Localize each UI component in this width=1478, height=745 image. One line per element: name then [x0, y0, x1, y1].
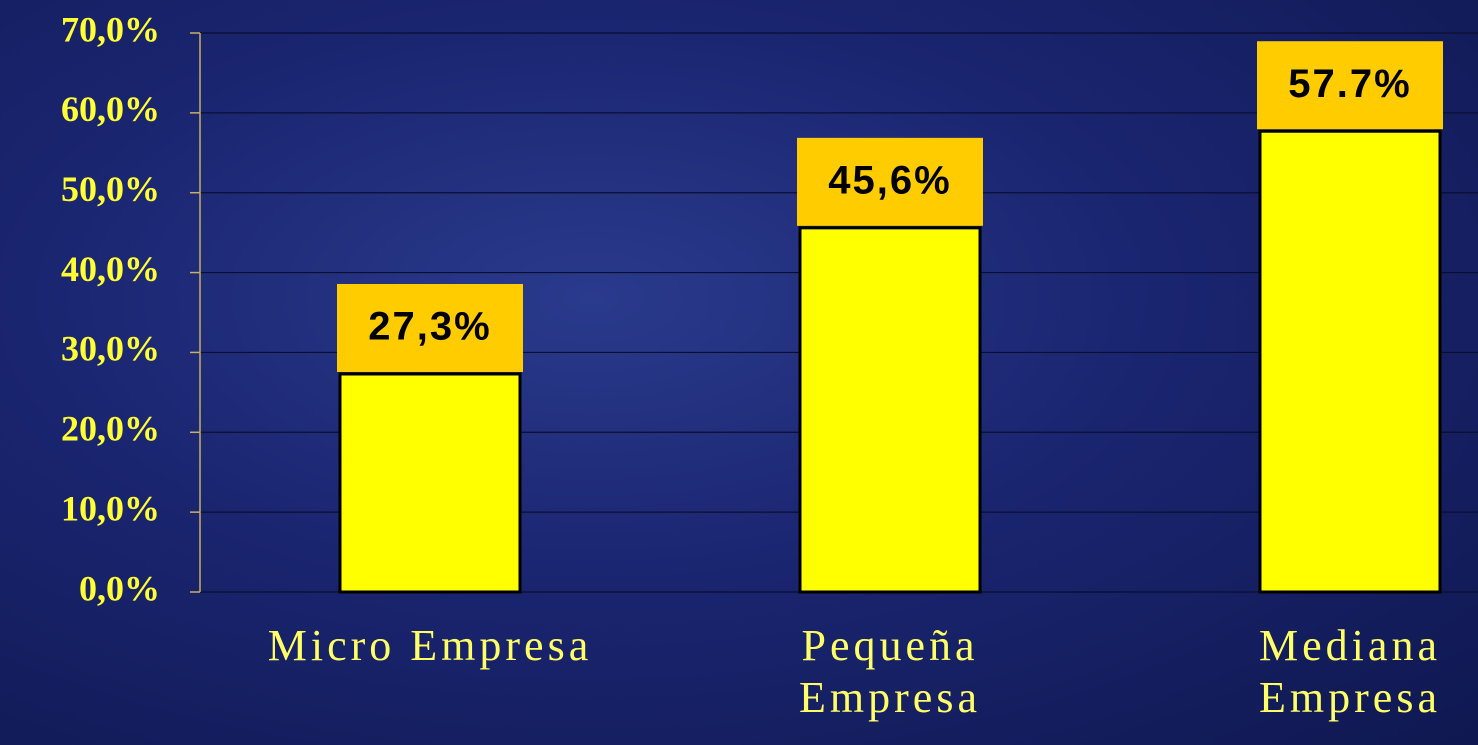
value-label-box — [1257, 41, 1443, 130]
x-tick-label: Pequeña Empresa — [799, 621, 981, 722]
y-tick-label: 50,0% — [61, 169, 160, 209]
bar — [1258, 129, 1442, 594]
value-label-box — [797, 137, 983, 226]
bar — [798, 226, 982, 594]
value-label: 57.7% — [1288, 62, 1411, 106]
y-tick-label: 0,0% — [79, 568, 160, 608]
y-tick-label: 20,0% — [61, 409, 160, 449]
value-label: 45,6% — [828, 158, 951, 202]
y-tick-label: 10,0% — [61, 488, 160, 528]
y-tick-label: 60,0% — [61, 89, 160, 129]
y-tick-label: 40,0% — [61, 249, 160, 289]
value-label: 27,3% — [368, 305, 491, 349]
bar — [338, 372, 522, 594]
value-label-box — [337, 283, 523, 372]
x-tick-label: Mediana Empresa — [1259, 621, 1441, 722]
y-tick-label: 70,0% — [61, 9, 160, 49]
y-tick-label: 30,0% — [61, 329, 160, 369]
x-tick-label: Micro Empresa — [267, 621, 593, 670]
